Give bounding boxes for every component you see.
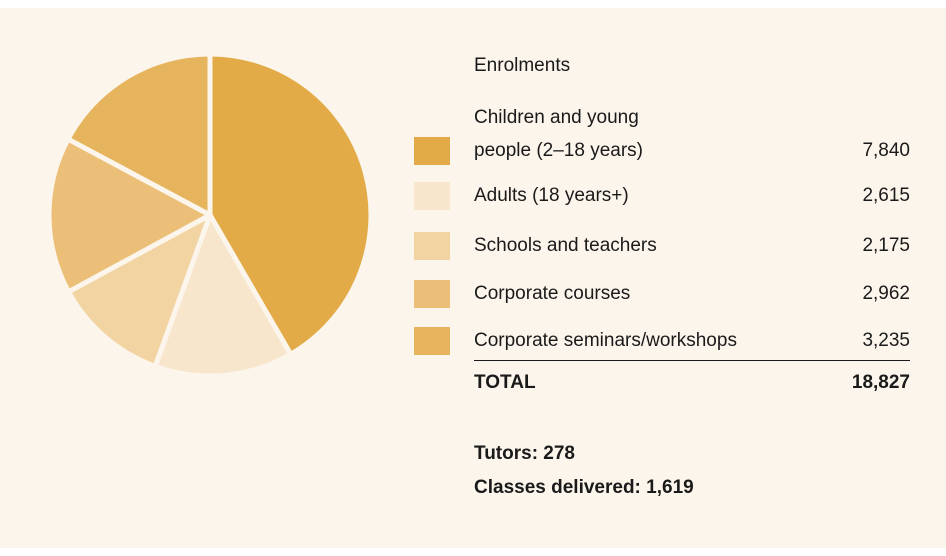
legend-swatch (414, 182, 450, 210)
legend-title: Enrolments (474, 55, 571, 76)
panel: Enrolments Children and young people (2–1… (0, 8, 946, 548)
total-label: TOTAL (474, 372, 536, 393)
pie-slice (65, 51, 213, 218)
legend-label: Adults (18 years+) (474, 185, 629, 206)
legend-label: Children and young people (2–18 years) (474, 107, 643, 161)
value-label: 2,615 (862, 185, 910, 206)
pie-slice (152, 212, 294, 379)
legend-swatch (414, 280, 450, 308)
value-label: 7,840 (862, 140, 910, 161)
note: Tutors: 278 (474, 443, 576, 464)
value-label: 2,962 (862, 283, 910, 304)
total-rule (474, 360, 910, 361)
legend-label: Schools and teachers (474, 235, 657, 256)
value-label: 3,235 (862, 330, 910, 351)
value-label: 2,175 (862, 235, 910, 256)
legend-label: Corporate courses (474, 283, 631, 304)
total-value: 18,827 (851, 372, 910, 393)
note: Classes delivered: 1,619 (474, 477, 694, 498)
pie-slice (66, 212, 213, 369)
legend-swatch (414, 232, 450, 260)
legend-swatch (414, 327, 450, 355)
pie-chart (46, 51, 374, 379)
pie-slice (207, 51, 374, 357)
pie-slice (46, 136, 213, 295)
legend-swatch (414, 137, 450, 165)
legend-label: Corporate seminars/workshops (474, 330, 737, 351)
